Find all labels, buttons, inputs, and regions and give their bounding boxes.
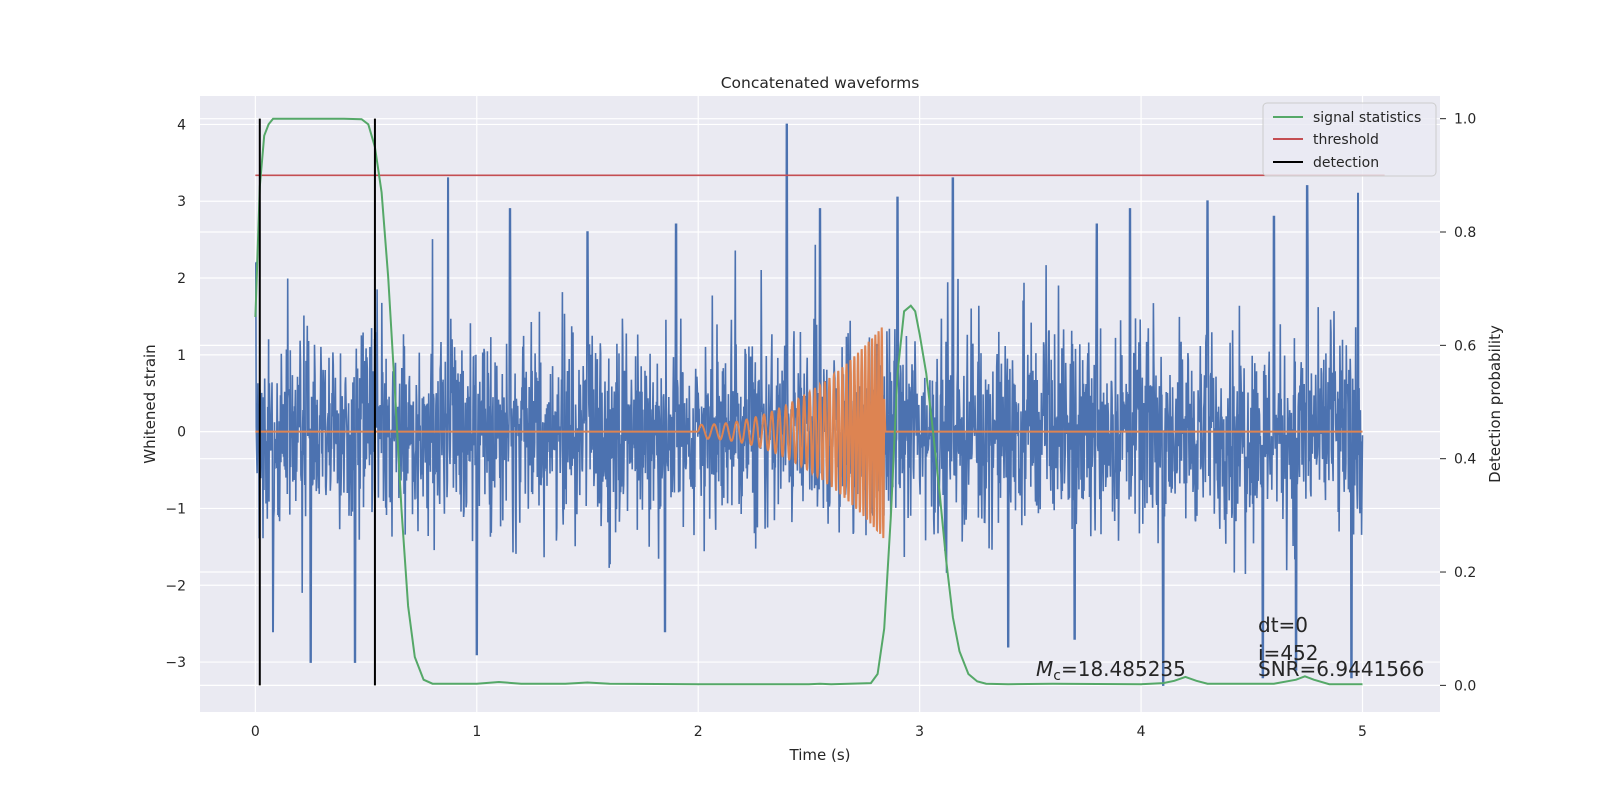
y2-tick-label: 0.4 [1454,452,1476,468]
y-tick-label: −3 [165,655,186,671]
annotation-dt: dt=0 [1258,613,1308,637]
y-axis-label: Whitened strain [141,344,159,463]
chart-title: Concatenated waveforms [721,74,920,92]
x-tick-label: 5 [1358,724,1367,740]
y-tick-label: 3 [177,194,186,210]
y-tick-label: 0 [177,425,186,441]
annotation-snr: SNR=6.9441566 [1258,657,1424,681]
legend-label-detection: detection [1313,155,1379,171]
legend-label-signal-statistics: signal statistics [1313,110,1421,126]
x-tick-label: 1 [472,724,481,740]
y-tick-label: 1 [177,348,186,364]
legend-box [1262,102,1437,177]
x-tick-label: 0 [251,724,260,740]
annotation-index: i=452 [1258,641,1319,665]
y2-axis-ticks: 0.0 0.2 0.4 0.6 0.8 1.0 [1440,112,1476,694]
legend-label-threshold: threshold [1313,132,1379,148]
y-tick-label: −1 [165,501,186,517]
y-tick-label: 2 [177,271,186,287]
annotation-chirp-mass: Mc=18.485235 [1036,657,1186,684]
y2-axis-label: Detection probability [1486,325,1504,483]
y2-tick-label: 0.6 [1454,338,1476,354]
y-tick-label: −2 [165,578,186,594]
series-template-waveform [255,327,1363,539]
legend: signal statistics threshold detection [1262,102,1437,177]
x-tick-label: 4 [1137,724,1146,740]
y2-tick-label: 0.8 [1454,225,1476,241]
y-axis-ticks: −3 −2 −1 0 1 2 3 4 [165,117,186,671]
x-tick-label: 3 [915,724,924,740]
x-axis-label: Time (s) [789,746,851,764]
y2-tick-label: 0.2 [1454,565,1476,581]
x-axis-ticks: 0 1 2 3 4 5 [251,724,1367,740]
annotation-chirp-mass-value: =18.485235 [1061,657,1186,681]
annotation-chirp-mass-symbol: M [1036,657,1053,681]
y2-tick-label: 1.0 [1454,112,1476,128]
detection-lines [258,118,376,686]
annotation-chirp-mass-subscript: c [1053,668,1061,684]
y2-tick-label: 0.0 [1454,678,1476,694]
y-tick-label: 4 [177,117,186,133]
x-tick-label: 2 [694,724,703,740]
